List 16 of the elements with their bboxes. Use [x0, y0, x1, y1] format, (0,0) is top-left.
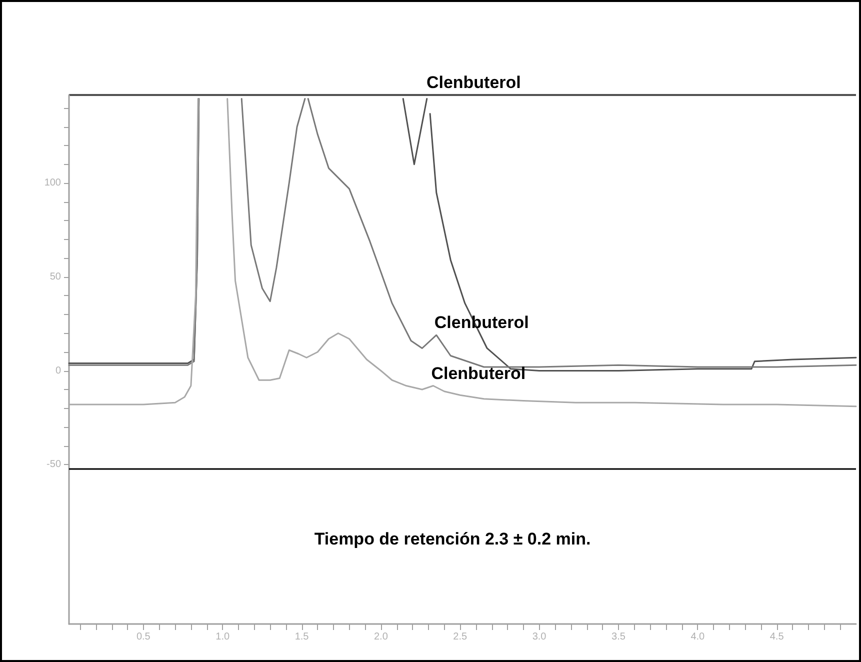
x-tick-label: 2.5 — [453, 632, 468, 642]
annotation: Tiempo de retención 2.3 ± 0.2 min. — [314, 530, 591, 548]
annotation: Clenbuterol — [431, 364, 526, 383]
y-tick-label: 0 — [55, 365, 62, 376]
x-tick-label: 0.5 — [136, 632, 151, 642]
y-tick-label: 50 — [50, 271, 62, 282]
y-tick-label: -50 — [46, 459, 62, 470]
y-tick-label: 100 — [44, 178, 62, 189]
x-tick-label: 3.0 — [532, 632, 547, 642]
x-tick-label: 4.0 — [690, 632, 706, 642]
x-tick-label: 1.5 — [294, 632, 310, 642]
x-tick-label: 3.5 — [612, 632, 626, 642]
annotation: Clenbuterol — [426, 73, 521, 92]
x-tick-label: 4.5 — [770, 632, 784, 642]
x-tick-label: 2.0 — [374, 632, 388, 642]
x-tick-label: 1.0 — [216, 632, 230, 642]
